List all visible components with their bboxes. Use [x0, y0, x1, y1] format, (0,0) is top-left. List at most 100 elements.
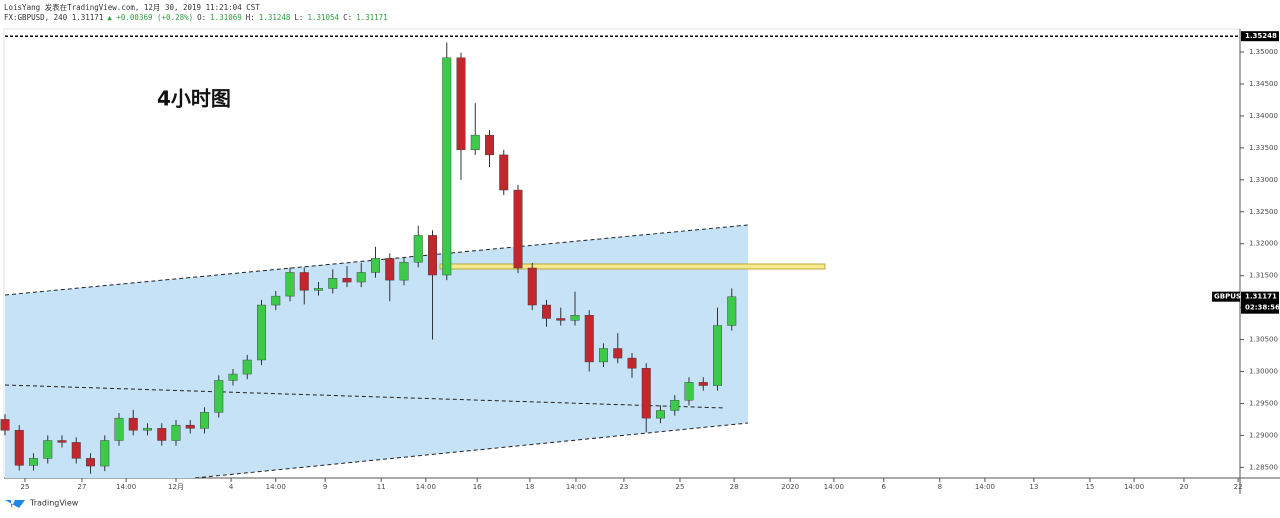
y-tick-label: 1.32500: [1249, 208, 1278, 216]
x-tick-label: 4: [229, 483, 234, 491]
candle-body: [314, 288, 323, 291]
header-field: O:: [197, 13, 206, 22]
header-field: 1.31171: [356, 13, 388, 22]
header-field: C:: [343, 13, 352, 22]
candle-body: [499, 154, 509, 191]
x-tick-label: 18: [525, 483, 534, 491]
header-field: 1.31248: [259, 13, 291, 22]
candle-body: [0, 419, 10, 431]
header: LoisYang 发表在TradingView.com, 12月 30, 201…: [4, 2, 388, 22]
countdown: 02:38:56: [1245, 304, 1280, 312]
x-tick-label: 25: [676, 483, 685, 491]
candle-body: [242, 359, 252, 375]
y-tick-label: 1.29500: [1249, 399, 1278, 407]
x-tick-label: 14:00: [975, 483, 995, 491]
x-tick-label: 11: [377, 483, 386, 491]
high-line-label: 1.35248: [1245, 32, 1277, 40]
x-tick-label: 14:00: [824, 483, 844, 491]
header-field: H:: [246, 13, 255, 22]
candles: [0, 42, 737, 474]
y-tick-label: 1.32000: [1249, 240, 1278, 248]
channel-mid: [4, 384, 726, 409]
candle-body: [100, 440, 110, 467]
candle-body: [513, 189, 523, 269]
candle-body: [157, 428, 167, 441]
header-line: LoisYang 发表在TradingView.com, 12月 30, 201…: [4, 2, 260, 12]
x-tick-label: 22: [1234, 483, 1243, 491]
candle-body: [271, 295, 281, 306]
y-tick-label: 1.33000: [1249, 176, 1278, 184]
candle-body: [86, 458, 95, 467]
x-tick-label: 8: [938, 483, 942, 491]
y-tick-label: 1.31500: [1249, 272, 1278, 280]
brand: TradingView: [29, 499, 79, 508]
candle-body: [128, 417, 138, 431]
candle-body: [627, 357, 637, 369]
y-tick-label: 1.30500: [1249, 336, 1278, 344]
last-price-label: 1.31171: [1245, 293, 1277, 301]
header-field: 1.31069: [210, 13, 242, 22]
x-tick-label: 14:00: [416, 483, 436, 491]
x-tick-label: 23: [619, 483, 628, 491]
candle-body: [556, 318, 566, 321]
candle-body: [656, 410, 665, 419]
x-tick-label: 15: [1085, 483, 1094, 491]
candle-body: [399, 262, 409, 281]
symbol-tag: GBPUSD: [1214, 293, 1247, 301]
symbol-box: [1212, 291, 1240, 302]
candle-body: [713, 325, 722, 386]
candle-body: [727, 296, 737, 326]
x-tick-label: 14:00: [1124, 483, 1144, 491]
candle-body: [14, 430, 24, 466]
x-tick-label: 25: [20, 483, 29, 491]
price-box: [1241, 31, 1279, 42]
x-tick-label: 2020: [781, 483, 799, 491]
x-tick-label: 9: [323, 483, 327, 491]
candle-body: [214, 380, 224, 413]
candle-body: [371, 258, 380, 273]
y-tick-label: 1.30000: [1249, 367, 1278, 375]
candle-body: [599, 348, 608, 363]
annotation: 4小时图: [157, 87, 231, 111]
candle-body: [542, 304, 551, 319]
candle-body: [613, 348, 623, 359]
candle-body: [356, 272, 366, 283]
x-tick-label: 13: [1029, 483, 1038, 491]
resistance-zone: [439, 263, 826, 270]
x-tick-label: 16: [473, 483, 482, 491]
x-tick-label: 6: [882, 483, 887, 491]
y-tick-label: 1.34500: [1249, 80, 1278, 88]
y-tick-label: 1.28500: [1249, 463, 1278, 471]
candle-body: [456, 57, 466, 150]
price-box: [1241, 291, 1279, 314]
x-tick-label: 12月: [168, 483, 184, 491]
channel-lower: [194, 422, 749, 479]
header-field: FX:GBPUSD, 240 1.31171: [4, 13, 103, 22]
x-tick-label: 27: [77, 483, 86, 491]
y-tick-label: 1.35000: [1249, 48, 1278, 56]
candle-body: [57, 440, 67, 443]
candle-body: [114, 417, 124, 441]
candle-body: [299, 272, 309, 291]
candle-body: [285, 272, 295, 297]
x-tick-label: 20: [1179, 483, 1188, 491]
candle-body: [185, 424, 195, 429]
candle-body: [684, 382, 694, 401]
candle-body: [200, 412, 209, 429]
y-tick-label: 1.34000: [1249, 112, 1278, 120]
candle-body: [342, 278, 352, 283]
candle-body: [29, 458, 38, 466]
brand-logo: [5, 500, 25, 508]
header-field: L:: [294, 13, 303, 22]
candle-body: [257, 304, 266, 361]
x-tick-label: 28: [730, 483, 739, 491]
candle-body: [71, 442, 81, 459]
y-tick-label: 1.33500: [1249, 144, 1278, 152]
header-field: ▲ +0.00369 (+0.28%): [107, 13, 193, 22]
channel-fill: [5, 225, 748, 478]
candle-body: [698, 382, 708, 386]
candle-body: [385, 258, 395, 281]
x-tick-label: 14:00: [266, 483, 286, 491]
candle-body: [670, 400, 680, 411]
candle-body: [584, 315, 594, 363]
